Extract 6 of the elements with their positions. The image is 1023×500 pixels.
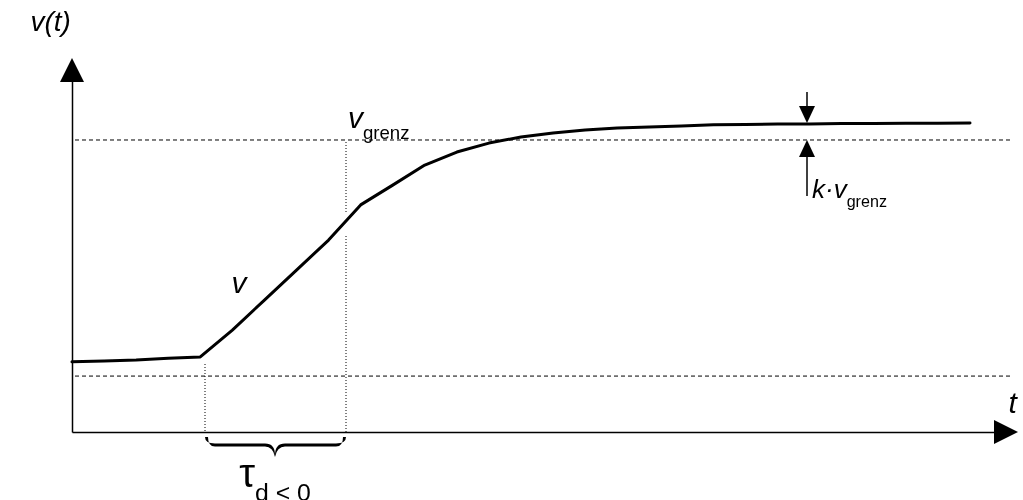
ref-line-label: v$_{grenz}$ [348,100,410,143]
annotation: k·v$_{grenz}$ [812,174,887,210]
x-axis-title: t [1008,385,1019,419]
y-axis-title: v(t) [30,5,71,37]
text: τ$_{d < 0}$ [239,451,311,500]
series-label: v [231,266,249,300]
